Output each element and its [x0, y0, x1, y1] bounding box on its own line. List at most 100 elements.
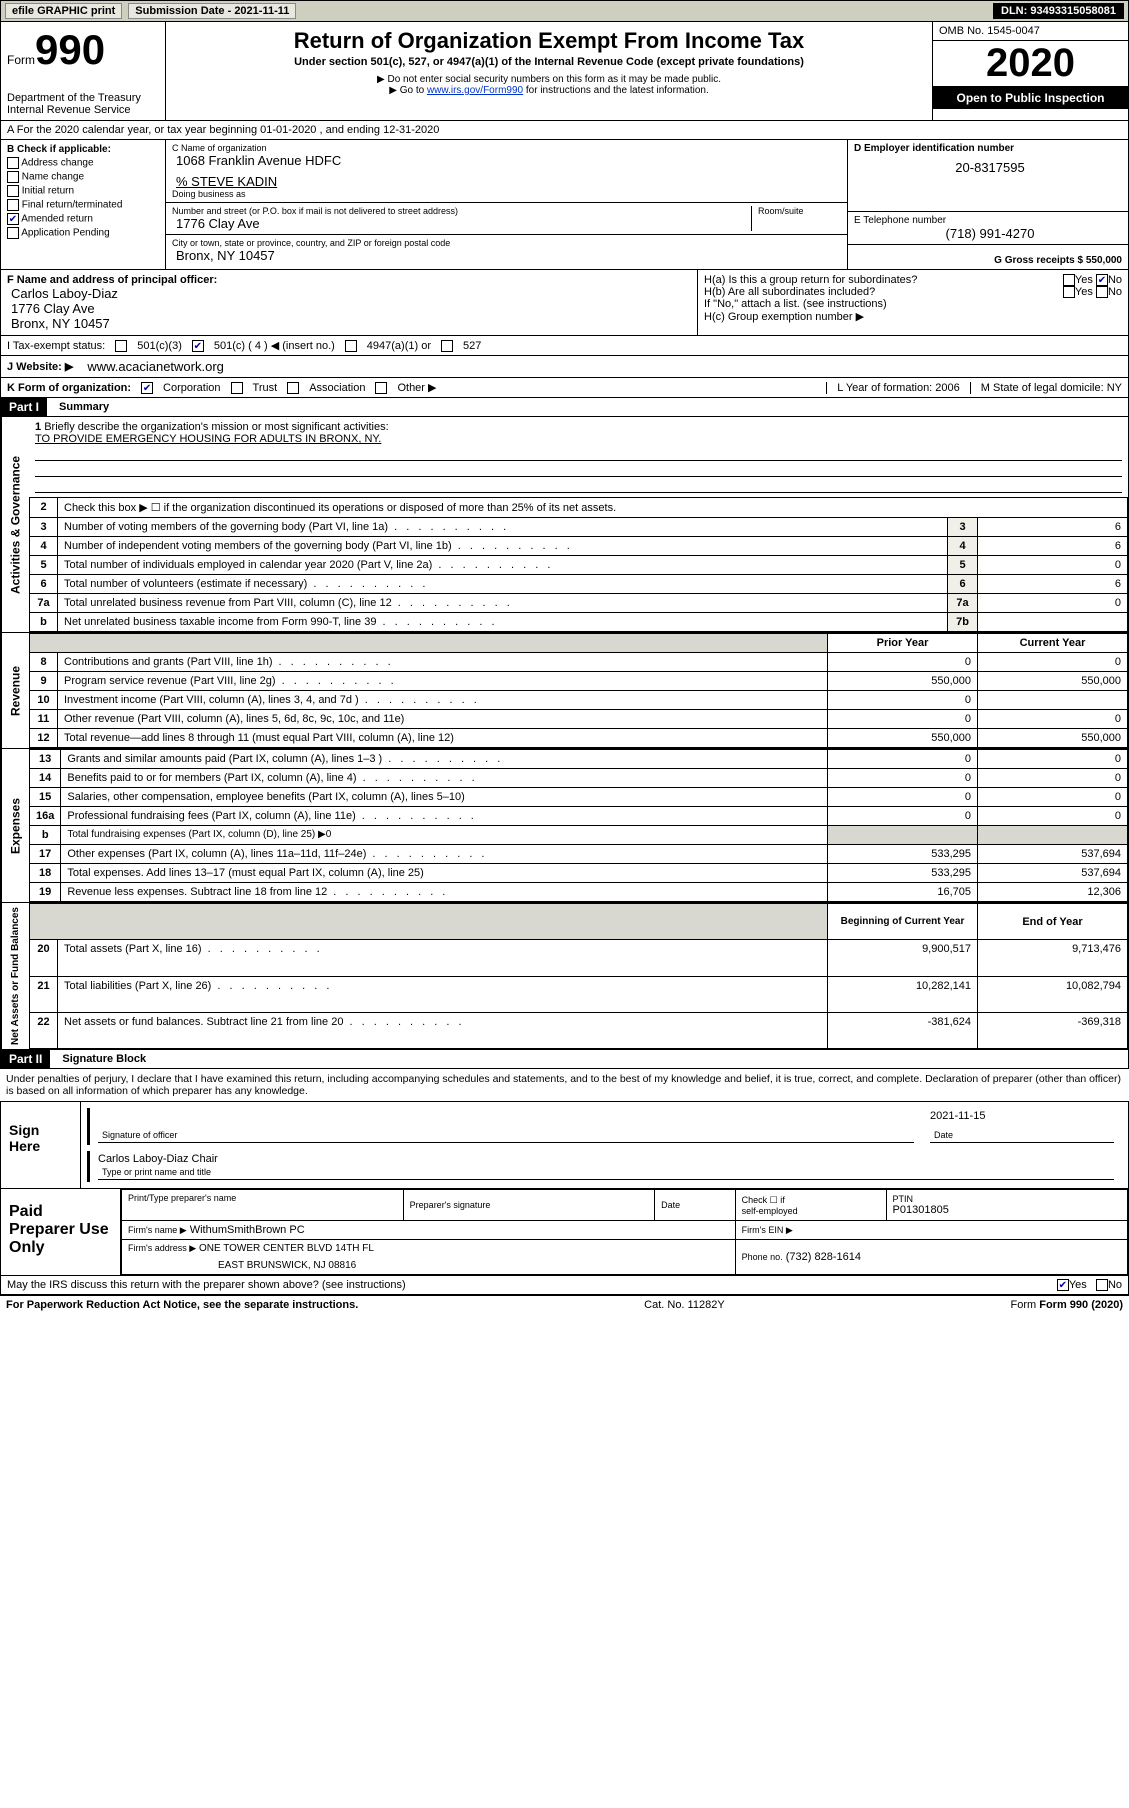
- discuss-row: May the IRS discuss this return with the…: [0, 1276, 1129, 1295]
- l1-desc: Briefly describe the organization's miss…: [44, 421, 388, 433]
- gross-receipts: G Gross receipts $ 550,000: [848, 245, 1128, 269]
- table-row: bTotal fundraising expenses (Part IX, co…: [30, 826, 1128, 845]
- tax-exempt-row: I Tax-exempt status: 501(c)(3) 501(c) ( …: [0, 336, 1129, 356]
- ptin-label: PTIN: [893, 1194, 1121, 1204]
- 4947-check[interactable]: [345, 340, 357, 352]
- officer-label: F Name and address of principal officer:: [7, 274, 217, 286]
- ein: 20-8317595: [854, 160, 1122, 175]
- table-row: 16aProfessional fundraising fees (Part I…: [30, 807, 1128, 826]
- subtitle-2: ▶ Do not enter social security numbers o…: [172, 74, 926, 85]
- table-row: Print/Type preparer's name Preparer's si…: [122, 1190, 1128, 1221]
- paid-preparer-block: Paid Preparer Use Only Print/Type prepar…: [0, 1189, 1129, 1276]
- l2-desc: Check this box ▶ ☐ if the organization d…: [58, 498, 1128, 518]
- efile-print-button[interactable]: efile GRAPHIC print: [5, 3, 122, 19]
- address-change-check[interactable]: Address change: [7, 157, 159, 169]
- table-row: 7aTotal unrelated business revenue from …: [30, 594, 1128, 613]
- revenue-section: Revenue Prior YearCurrent Year 8Contribu…: [0, 633, 1129, 749]
- part-i-header: Part I Summary: [0, 398, 1129, 417]
- subtitle-1: Under section 501(c), 527, or 4947(a)(1)…: [172, 56, 926, 68]
- cat-no: Cat. No. 11282Y: [644, 1299, 725, 1311]
- corp-check[interactable]: [141, 382, 153, 394]
- firm-addr2: EAST BRUNSWICK, NJ 08816: [128, 1254, 729, 1271]
- sign-here-label: Sign Here: [1, 1102, 81, 1188]
- current-year-header: Current Year: [978, 634, 1128, 653]
- rev-table: Prior YearCurrent Year 8Contributions an…: [29, 633, 1128, 748]
- info-grid: B Check if applicable: Address change Na…: [0, 140, 1129, 269]
- city-cell: City or town, state or province, country…: [166, 235, 847, 266]
- rev-vert-label: Revenue: [1, 633, 29, 748]
- prior-year-header: Prior Year: [828, 634, 978, 653]
- exempt-label: I Tax-exempt status:: [7, 340, 105, 352]
- type-print-label: Type or print name and title: [98, 1165, 1114, 1180]
- gov-table: 2Check this box ▶ ☐ if the organization …: [29, 497, 1128, 632]
- other-check[interactable]: [375, 382, 387, 394]
- state-domicile: M State of legal domicile: NY: [970, 382, 1122, 394]
- table-row: 5Total number of individuals employed in…: [30, 556, 1128, 575]
- activities-governance-section: Activities & Governance 1 Briefly descri…: [0, 417, 1129, 633]
- table-row: 17Other expenses (Part IX, column (A), l…: [30, 845, 1128, 864]
- table-row: 20Total assets (Part X, line 16)9,900,51…: [30, 940, 1128, 976]
- table-row: 14Benefits paid to or for members (Part …: [30, 769, 1128, 788]
- officer-name: Carlos Laboy-Diaz: [7, 286, 691, 301]
- amended-return-check[interactable]: Amended return: [7, 213, 159, 225]
- officer-name-title: Carlos Laboy-Diaz Chair: [98, 1153, 1114, 1165]
- other-text: Other ▶: [397, 381, 436, 394]
- year-formation: L Year of formation: 2006: [826, 382, 960, 394]
- tax-year: 2020: [933, 41, 1128, 87]
- street-cell: Number and street (or P.O. box if mail i…: [166, 203, 847, 235]
- discuss-yes-check[interactable]: [1057, 1279, 1069, 1291]
- exp-vert-label: Expenses: [1, 749, 29, 902]
- 501c3-check[interactable]: [115, 340, 127, 352]
- gov-vert-label: Activities & Governance: [1, 417, 29, 632]
- table-row: 2Check this box ▶ ☐ if the organization …: [30, 498, 1128, 518]
- name-change-check[interactable]: Name change: [7, 171, 159, 183]
- final-return-check[interactable]: Final return/terminated: [7, 199, 159, 211]
- 501c-check[interactable]: [192, 340, 204, 352]
- form-number: 990: [35, 26, 105, 73]
- 527-check[interactable]: [441, 340, 453, 352]
- org-name-cell: C Name of organization 1068 Franklin Ave…: [166, 140, 847, 203]
- part-ii-title: Signature Block: [50, 1053, 146, 1065]
- sign-here-block: Sign Here Signature of officer 2021-11-1…: [0, 1101, 1129, 1189]
- table-row: 19Revenue less expenses. Subtract line 1…: [30, 883, 1128, 902]
- initial-return-check[interactable]: Initial return: [7, 185, 159, 197]
- firm-addr1: ONE TOWER CENTER BLVD 14TH FL: [199, 1243, 374, 1254]
- application-pending-check[interactable]: Application Pending: [7, 227, 159, 239]
- date-label: Date: [930, 1128, 1114, 1143]
- dba-label: Doing business as: [172, 189, 841, 199]
- website-label: J Website: ▶: [7, 360, 73, 373]
- paperwork-notice: For Paperwork Reduction Act Notice, see …: [6, 1299, 358, 1311]
- table-row: Firm's address ▶ ONE TOWER CENTER BLVD 1…: [122, 1240, 1128, 1275]
- table-row: 13Grants and similar amounts paid (Part …: [30, 750, 1128, 769]
- firm-ein-label: Firm's EIN ▶: [742, 1225, 793, 1235]
- city-label: City or town, state or province, country…: [172, 238, 841, 248]
- city: Bronx, NY 10457: [172, 248, 841, 263]
- org-name-label: C Name of organization: [172, 143, 841, 153]
- table-row: 3Number of voting members of the governi…: [30, 518, 1128, 537]
- trust-check[interactable]: [231, 382, 243, 394]
- mission-blank-1: [35, 445, 1122, 461]
- form-org-row: K Form of organization: Corporation Trus…: [0, 378, 1129, 398]
- irs-label: Internal Revenue Service: [7, 104, 159, 116]
- instructions-link[interactable]: www.irs.gov/Form990: [427, 85, 523, 96]
- assoc-check[interactable]: [287, 382, 299, 394]
- ein-cell: D Employer identification number 20-8317…: [848, 140, 1128, 212]
- firm-phone: (732) 828-1614: [786, 1251, 861, 1263]
- title-block: Return of Organization Exempt From Incom…: [166, 22, 933, 120]
- 527-text: 527: [463, 340, 481, 352]
- part-i-title: Summary: [47, 401, 109, 413]
- sign-right: Signature of officer 2021-11-15 Date Car…: [81, 1102, 1128, 1188]
- website-row: J Website: ▶ www.acacianetwork.org: [0, 356, 1129, 378]
- form-label: Form Form 990 (2020): [1011, 1299, 1124, 1311]
- inspection-label: Open to Public Inspection: [933, 87, 1128, 109]
- submission-date-button[interactable]: Submission Date - 2021-11-11: [128, 3, 296, 19]
- table-row: 18Total expenses. Add lines 13–17 (must …: [30, 864, 1128, 883]
- table-row: 10Investment income (Part VIII, column (…: [30, 691, 1128, 710]
- form-id-block: Form990 Department of the Treasury Inter…: [1, 22, 166, 120]
- form-header: Form990 Department of the Treasury Inter…: [0, 22, 1129, 121]
- sig-officer-label: Signature of officer: [98, 1128, 914, 1143]
- date-col-label: Date: [661, 1200, 728, 1210]
- table-header: Prior YearCurrent Year: [30, 634, 1128, 653]
- discuss-no-check[interactable]: [1096, 1279, 1108, 1291]
- col-b-label: B Check if applicable:: [7, 144, 111, 155]
